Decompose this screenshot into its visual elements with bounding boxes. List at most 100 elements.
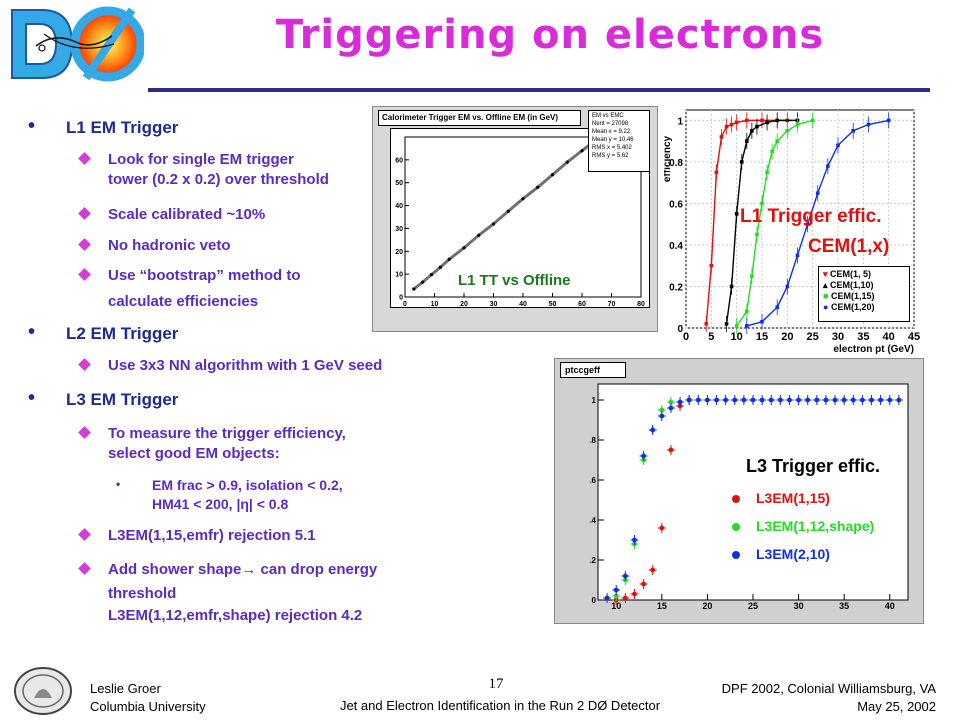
plot2-label-line2: CEM(1,x) bbox=[808, 236, 890, 257]
plot-l1-efficiency: 0 5 10 15 20 25 30 35 40 45 0 0.2 0.4 0.6 0.8 1 electron… bbox=[664, 102, 928, 360]
data-point bbox=[775, 118, 779, 123]
data-point bbox=[850, 397, 856, 403]
data-point bbox=[765, 170, 769, 175]
data-point bbox=[641, 453, 646, 459]
diamond-icon bbox=[78, 152, 91, 165]
footer-right: DPF 2002, Colonial Williamsburg, VA May … bbox=[640, 680, 936, 716]
y-tick-label: 0.2 bbox=[669, 282, 683, 293]
data-point bbox=[734, 212, 739, 216]
x-tick-label: 40 bbox=[519, 301, 527, 308]
data-point bbox=[750, 274, 754, 278]
y-tick-label: 0 bbox=[677, 324, 683, 335]
y-tick-label: 0.4 bbox=[590, 516, 597, 525]
plot3-axes: 10 15 20 25 30 35 40 0 0.2 0.4 0.6 0.8 1 bbox=[590, 383, 909, 610]
data-point bbox=[777, 397, 783, 403]
data-point bbox=[760, 319, 764, 324]
data-point bbox=[745, 324, 749, 328]
data-point bbox=[810, 118, 815, 123]
y-tick-label: 1 bbox=[592, 396, 597, 405]
data-point bbox=[841, 397, 847, 403]
data-point bbox=[739, 160, 744, 164]
data-point bbox=[896, 397, 902, 403]
x-tick-label: 35 bbox=[839, 601, 849, 610]
data-point bbox=[745, 139, 749, 143]
legend-entry: ▾ CEM(1, 5) bbox=[823, 269, 872, 279]
data-point bbox=[851, 128, 855, 133]
footer-affiliation: Columbia University bbox=[90, 699, 206, 714]
data-point bbox=[723, 397, 729, 403]
data-point bbox=[734, 120, 739, 125]
scatter-point bbox=[536, 185, 540, 189]
page-number: 17 bbox=[488, 676, 504, 692]
x-tick-label: 5 bbox=[708, 331, 714, 343]
diamond-icon bbox=[78, 238, 91, 251]
y-tick-label: 0.6 bbox=[669, 199, 683, 210]
x-tick-label: 15 bbox=[657, 601, 667, 610]
x-tick-label: 15 bbox=[756, 331, 768, 343]
data-point bbox=[832, 397, 838, 403]
data-point bbox=[668, 447, 674, 453]
data-point bbox=[750, 128, 754, 133]
x-tick-label: 20 bbox=[781, 331, 793, 343]
data-point bbox=[622, 573, 628, 579]
data-point bbox=[613, 587, 619, 593]
diamond-icon bbox=[78, 358, 91, 371]
diamond-icon bbox=[78, 528, 91, 541]
x-tick-label: 45 bbox=[908, 331, 920, 343]
data-point bbox=[659, 525, 665, 531]
x-tick-label: 30 bbox=[832, 331, 844, 343]
y-tick-label: 0.2 bbox=[590, 556, 597, 565]
data-point bbox=[755, 124, 759, 129]
scatter-point bbox=[412, 287, 416, 291]
scatter-point bbox=[462, 246, 466, 250]
footer-author: Leslie Groer bbox=[90, 681, 161, 696]
title-rule bbox=[148, 88, 930, 92]
data-point bbox=[695, 397, 701, 403]
data-point bbox=[734, 324, 739, 328]
data-point bbox=[613, 593, 619, 599]
diamond-icon bbox=[78, 562, 91, 575]
y-tick-label: 0.8 bbox=[590, 436, 597, 445]
data-point bbox=[755, 232, 759, 237]
data-point bbox=[775, 305, 779, 310]
legend-entry: ■ CEM(1,15) bbox=[823, 291, 875, 301]
efficiency-curve bbox=[725, 119, 798, 324]
data-point bbox=[714, 170, 719, 175]
diamond-icon bbox=[78, 268, 91, 281]
y-tick-label: 40 bbox=[395, 203, 403, 210]
data-point bbox=[869, 397, 874, 403]
data-point bbox=[814, 397, 820, 403]
scatter-point bbox=[521, 197, 525, 201]
diamond-icon bbox=[78, 207, 91, 220]
x-tick-label: 25 bbox=[807, 331, 819, 343]
diamond-icon bbox=[78, 426, 91, 439]
l3-legend-entry: L3EM(1,12,shape) bbox=[732, 518, 874, 534]
data-point bbox=[745, 309, 749, 314]
scatter-point bbox=[421, 280, 425, 284]
bullet-l1-heading: L1 EM Trigger bbox=[66, 118, 179, 137]
slide-title: Triggering on electrons bbox=[275, 12, 825, 58]
data-point bbox=[622, 595, 628, 601]
data-point bbox=[724, 124, 729, 129]
y-tick-label: 10 bbox=[395, 272, 403, 279]
data-point bbox=[741, 397, 747, 403]
l3-legend-entry: L3EM(1,15) bbox=[732, 490, 830, 506]
data-point bbox=[770, 149, 774, 154]
footer-conference: DPF 2002, Colonial Williamsburg, VA bbox=[721, 681, 936, 696]
data-point bbox=[768, 397, 774, 403]
data-point bbox=[815, 191, 820, 195]
scatter-point bbox=[429, 273, 434, 277]
y-tick-label: 60 bbox=[395, 157, 403, 164]
data-point bbox=[836, 143, 840, 148]
x-tick-label: 80 bbox=[637, 301, 645, 308]
data-point bbox=[641, 581, 646, 587]
data-point bbox=[860, 397, 865, 403]
data-point bbox=[632, 591, 637, 597]
plot3-frame bbox=[597, 383, 909, 601]
x-tick-label: 25 bbox=[748, 601, 758, 610]
data-point bbox=[705, 397, 710, 403]
x-tick-label: 0 bbox=[683, 331, 689, 343]
bullet-dot-icon: • bbox=[28, 115, 36, 137]
data-point bbox=[724, 322, 729, 326]
data-point bbox=[760, 118, 764, 123]
